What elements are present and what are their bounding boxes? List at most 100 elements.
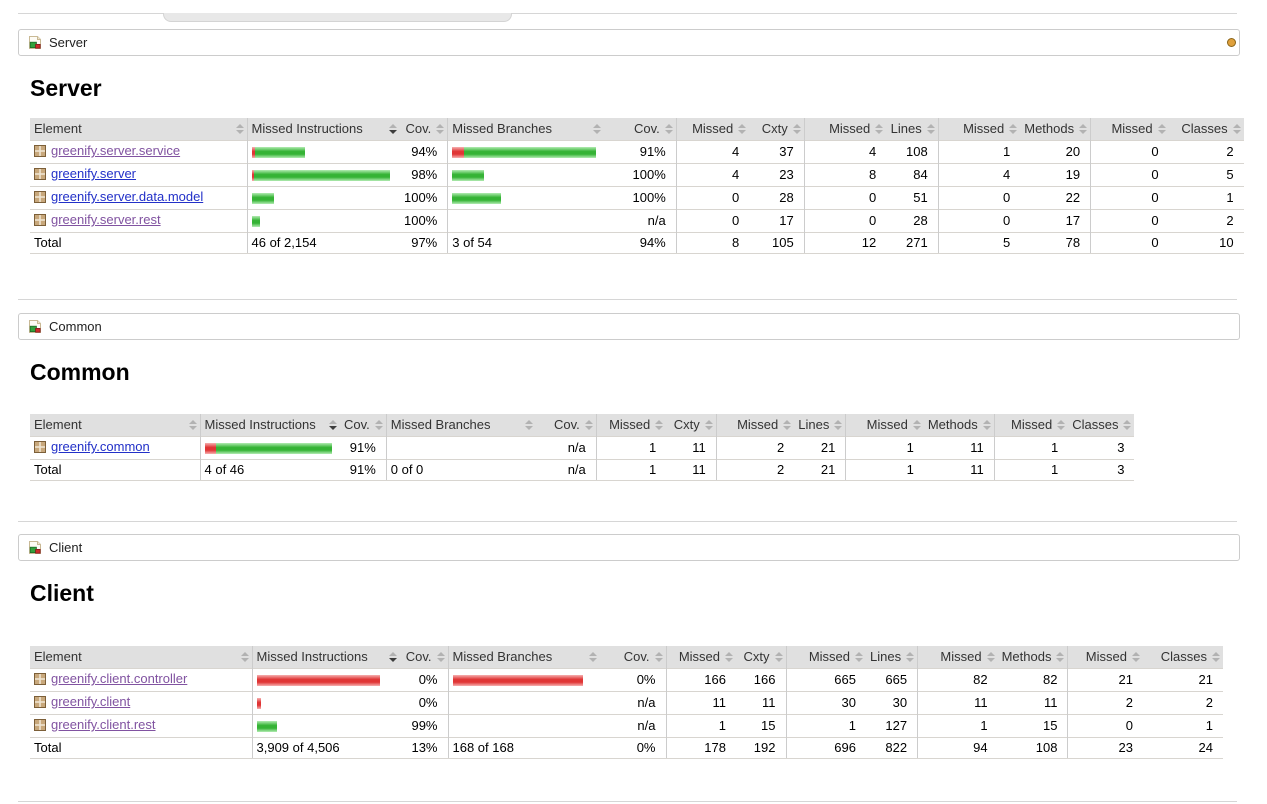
counter-cell: 11 <box>666 436 717 460</box>
sessions-icon[interactable] <box>1227 38 1236 47</box>
column-header-missed-branches[interactable]: Missed Branches <box>385 414 537 437</box>
column-header-missed[interactable]: Missed <box>937 118 1021 141</box>
column-header-missed[interactable]: Missed <box>917 646 998 669</box>
column-header-classes[interactable]: Classes <box>1142 646 1223 669</box>
missed-instructions-bar-cell <box>251 691 400 715</box>
package-link[interactable]: greenify.server <box>51 166 137 181</box>
package-link[interactable]: greenify.server.service <box>51 143 181 158</box>
coverage-percent-cell: 100% <box>400 209 448 233</box>
counter-cell: 15 <box>997 714 1068 738</box>
column-header-label: Missed <box>963 121 1005 136</box>
column-header-missed[interactable]: Missed <box>845 414 924 437</box>
sort-icon <box>655 420 664 430</box>
total-cell: 13% <box>400 737 448 759</box>
column-header-cov-[interactable]: Cov. <box>340 414 387 437</box>
column-header-cov-[interactable]: Cov. <box>604 118 677 141</box>
header-row: Element Missed Instructions Cov. Missed Bra… <box>30 646 1223 669</box>
column-header-missed[interactable]: Missed <box>785 646 866 669</box>
column-header-cxty[interactable]: Cxty <box>749 118 805 141</box>
package-icon <box>34 719 46 735</box>
column-header-element[interactable]: Element <box>30 646 252 669</box>
column-header-missed-branches[interactable]: Missed Branches <box>447 646 600 669</box>
counter-cell: 28 <box>886 209 939 233</box>
counter-cell: 11 <box>736 691 786 715</box>
missed-branches-bar-cell <box>447 691 600 715</box>
column-header-missed-instructions[interactable]: Missed Instructions <box>246 118 400 141</box>
package-link[interactable]: greenify.server.rest <box>51 212 161 227</box>
package-icon <box>34 441 46 457</box>
column-header-cxty[interactable]: Cxty <box>736 646 786 669</box>
column-header-classes[interactable]: Classes <box>1068 414 1135 437</box>
package-icon <box>34 214 46 230</box>
column-header-methods[interactable]: Methods <box>997 646 1068 669</box>
column-header-lines[interactable]: Lines <box>866 646 918 669</box>
breadcrumb: Common <box>18 313 1240 340</box>
column-header-missed[interactable]: Missed <box>715 414 795 437</box>
coverage-percent-cell: n/a <box>536 436 597 460</box>
counter-cell: 82 <box>917 668 998 692</box>
column-header-cov-[interactable]: Cov. <box>400 646 448 669</box>
coverage-table: Element Missed Instructions Cov. Missed Bra… <box>30 414 1135 481</box>
package-link[interactable]: greenify.client.controller <box>51 671 188 686</box>
counter-cell: 0 <box>675 209 750 233</box>
section-common: Common Common Element Missed Instructions… <box>0 313 1267 481</box>
column-header-missed[interactable]: Missed <box>803 118 887 141</box>
column-header-cov-[interactable]: Cov. <box>400 118 448 141</box>
column-header-methods[interactable]: Methods <box>923 414 995 437</box>
column-header-missed-instructions[interactable]: Missed Instructions <box>199 414 340 437</box>
sort-icon <box>436 652 445 662</box>
counter-cell: 28 <box>749 186 805 210</box>
sort-icon <box>188 420 197 430</box>
column-header-label: Missed <box>737 417 779 432</box>
column-header-missed-instructions[interactable]: Missed Instructions <box>251 646 400 669</box>
column-header-missed-branches[interactable]: Missed Branches <box>447 118 605 141</box>
element-cell: greenify.server.rest <box>30 209 247 233</box>
column-header-missed[interactable]: Missed <box>993 414 1069 437</box>
sort-icon <box>912 420 921 430</box>
package-link[interactable]: greenify.client <box>51 694 131 709</box>
coverage-percent-cell: 91% <box>604 140 677 164</box>
package-link[interactable]: greenify.client.rest <box>51 717 156 732</box>
column-header-missed[interactable]: Missed <box>665 646 736 669</box>
sort-icon <box>986 652 995 662</box>
covered-bar <box>215 443 332 455</box>
column-header-lines[interactable]: Lines <box>794 414 846 437</box>
missed-branches-bar-cell <box>447 668 600 692</box>
package-icon <box>34 673 46 689</box>
total-cell: 271 <box>886 232 939 254</box>
column-header-cov-[interactable]: Cov. <box>600 646 666 669</box>
column-header-methods[interactable]: Methods <box>1020 118 1091 141</box>
missed-instructions-bar-cell <box>246 209 400 233</box>
coverage-percent-cell: n/a <box>600 714 666 738</box>
total-cell: 8 <box>675 232 750 254</box>
column-header-classes[interactable]: Classes <box>1168 118 1244 141</box>
column-header-element[interactable]: Element <box>30 118 247 141</box>
column-header-label: Missed Instructions <box>256 649 368 664</box>
column-header-missed[interactable]: Missed <box>675 118 750 141</box>
column-header-missed[interactable]: Missed <box>1090 118 1169 141</box>
section-client: Client Client Element Missed Instructions… <box>0 534 1267 759</box>
sort-icon <box>906 652 915 662</box>
package-link[interactable]: greenify.server.data.model <box>51 189 204 204</box>
column-header-cxty[interactable]: Cxty <box>666 414 717 437</box>
counter-cell: 0 <box>1067 714 1143 738</box>
column-header-missed[interactable]: Missed <box>595 414 667 437</box>
column-header-element[interactable]: Element <box>30 414 200 437</box>
column-header-cov-[interactable]: Cov. <box>536 414 597 437</box>
counter-cell: 2 <box>1168 140 1244 164</box>
package-icon <box>34 191 46 207</box>
total-cell: 108 <box>997 737 1068 759</box>
column-header-missed[interactable]: Missed <box>1067 646 1143 669</box>
coverage-percent-cell: 0% <box>400 668 448 692</box>
package-link[interactable]: greenify.common <box>51 439 150 454</box>
column-header-lines[interactable]: Lines <box>886 118 939 141</box>
total-row: Total 46 of 2,154 97% 3 of 54 94% 8 105 12 271 5 7… <box>30 232 1244 254</box>
counter-cell: 0 <box>803 186 887 210</box>
breadcrumb-label: Common <box>49 319 102 334</box>
counter-cell: 84 <box>886 163 939 187</box>
missed-bar <box>256 675 380 687</box>
column-header-label: Lines <box>870 649 902 664</box>
breadcrumb-label: Client <box>49 540 83 555</box>
counter-cell: 11 <box>917 691 998 715</box>
coverage-table: Element Missed Instructions Cov. Missed Bra… <box>30 118 1244 254</box>
